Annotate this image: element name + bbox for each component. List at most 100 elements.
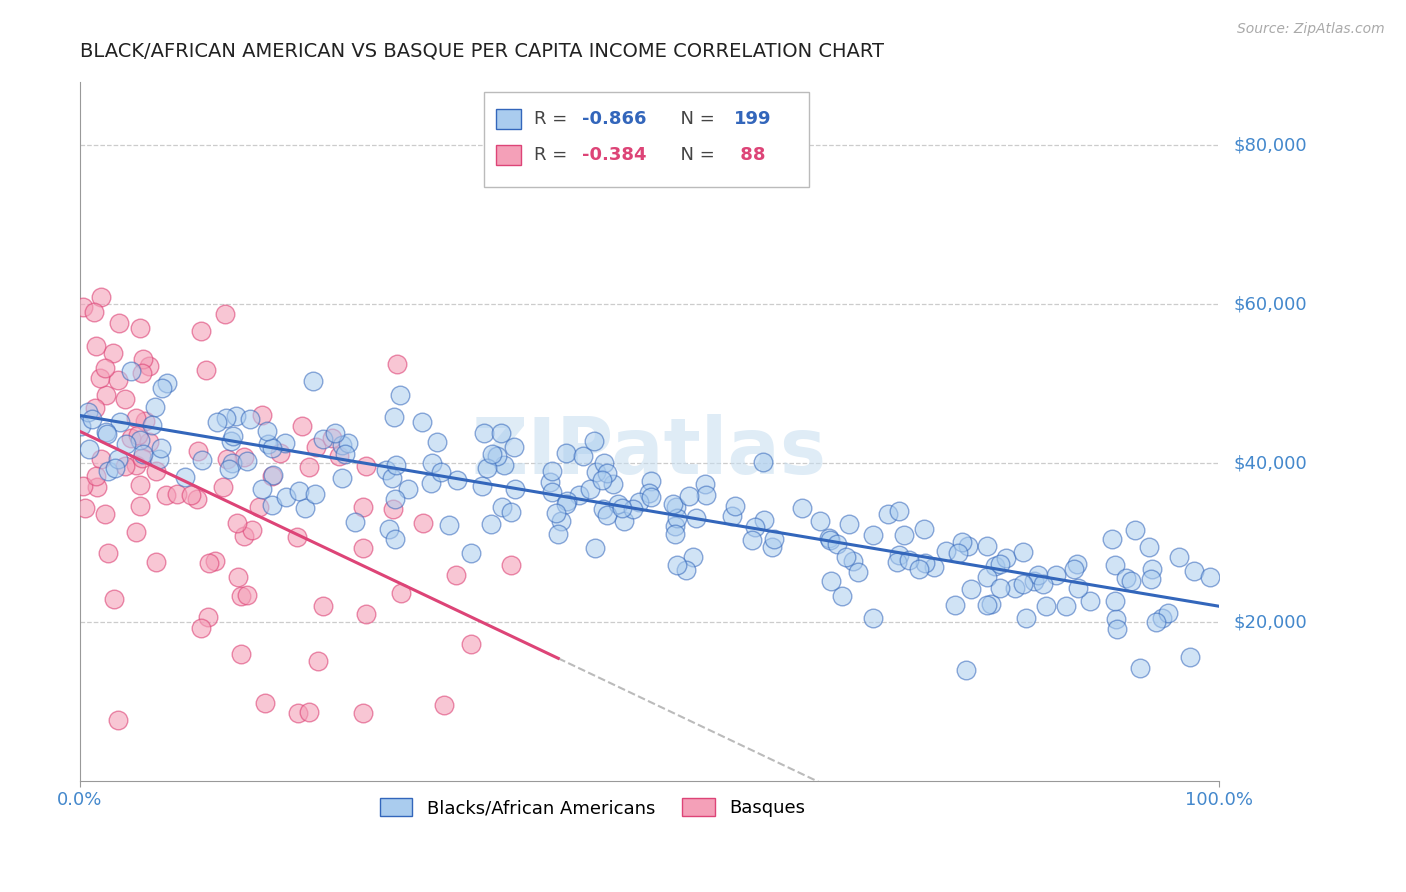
Point: [132, 447, 155, 461]
Point: [886, 556, 908, 570]
Point: [612, 515, 634, 529]
Point: [555, 497, 578, 511]
Point: [114, 458, 136, 473]
Point: [721, 509, 744, 524]
Point: [302, 374, 325, 388]
Point: [912, 522, 935, 536]
Point: [479, 517, 502, 532]
Point: [180, 488, 202, 502]
Point: [288, 484, 311, 499]
Point: [446, 568, 468, 582]
Point: [94, 360, 117, 375]
Point: [236, 454, 259, 468]
Point: [129, 477, 152, 491]
Point: [752, 513, 775, 527]
Point: [155, 488, 177, 502]
Point: [330, 437, 353, 451]
Point: [384, 533, 406, 547]
Point: [174, 469, 197, 483]
Point: [90, 452, 112, 467]
Point: [225, 409, 247, 423]
Point: [150, 381, 173, 395]
Point: [212, 480, 235, 494]
Point: [354, 607, 377, 621]
Point: [957, 540, 980, 554]
Point: [1105, 623, 1128, 637]
Point: [1080, 593, 1102, 607]
Point: [1150, 611, 1173, 625]
Point: [1035, 599, 1057, 613]
Point: [1199, 570, 1222, 584]
Point: [250, 408, 273, 422]
Text: 88: 88: [734, 146, 765, 164]
Point: [274, 436, 297, 450]
Point: [695, 488, 717, 502]
Point: [134, 414, 156, 428]
Point: [640, 490, 662, 504]
Point: [554, 445, 576, 459]
Point: [835, 549, 858, 564]
Point: [502, 440, 524, 454]
Point: [141, 418, 163, 433]
Point: [988, 557, 1011, 571]
Text: 199: 199: [734, 110, 770, 128]
Point: [156, 376, 179, 391]
Point: [131, 451, 153, 466]
Point: [1066, 557, 1088, 571]
Point: [792, 501, 814, 516]
Point: [298, 460, 321, 475]
Point: [976, 569, 998, 583]
Point: [382, 410, 405, 425]
Point: [606, 497, 628, 511]
Point: [381, 470, 404, 484]
Point: [256, 424, 278, 438]
Point: [950, 535, 973, 549]
Point: [257, 437, 280, 451]
Text: R =: R =: [534, 146, 574, 164]
Text: -0.384: -0.384: [582, 146, 647, 164]
Point: [86, 480, 108, 494]
Point: [389, 387, 412, 401]
Point: [665, 500, 688, 515]
Text: -0.866: -0.866: [582, 110, 647, 128]
Point: [229, 647, 252, 661]
Point: [817, 531, 839, 545]
Point: [1119, 574, 1142, 588]
Point: [1026, 568, 1049, 582]
Point: [621, 501, 644, 516]
Point: [948, 546, 970, 560]
Point: [197, 609, 219, 624]
Point: [1129, 660, 1152, 674]
Point: [682, 549, 704, 564]
Point: [662, 497, 685, 511]
Point: [77, 442, 100, 456]
Point: [955, 663, 977, 677]
Point: [1004, 581, 1026, 595]
Point: [352, 500, 374, 514]
Point: [664, 526, 686, 541]
Point: [1054, 599, 1077, 613]
Point: [592, 501, 614, 516]
Point: [190, 621, 212, 635]
Point: [818, 533, 841, 548]
Point: [579, 482, 602, 496]
Point: [229, 589, 252, 603]
Point: [741, 533, 763, 548]
Point: [333, 447, 356, 461]
Point: [420, 456, 443, 470]
Point: [396, 482, 419, 496]
Point: [1123, 523, 1146, 537]
Point: [127, 428, 149, 442]
Point: [260, 469, 283, 483]
Point: [131, 352, 153, 367]
Point: [131, 366, 153, 380]
Point: [217, 452, 239, 467]
Text: $20,000: $20,000: [1233, 613, 1308, 631]
Point: [97, 464, 120, 478]
Point: [311, 599, 333, 613]
Text: N =: N =: [669, 146, 720, 164]
Point: [215, 410, 238, 425]
Point: [893, 528, 915, 542]
Point: [352, 706, 374, 721]
Point: [312, 432, 335, 446]
